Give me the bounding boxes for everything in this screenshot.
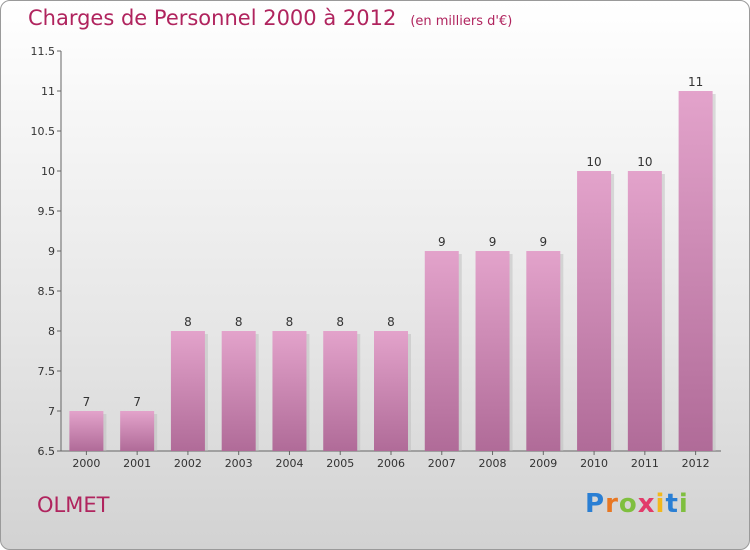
bar-value-label: 8 [387, 315, 395, 329]
bar-value-label: 7 [133, 395, 141, 409]
x-tick-label: 2001 [123, 457, 151, 470]
bar-value-label: 8 [184, 315, 192, 329]
logo-letter: r [605, 489, 619, 519]
bar-value-label: 10 [586, 155, 601, 169]
y-tick-label: 11 [41, 85, 55, 98]
bar [627, 171, 662, 451]
chart-title: Charges de Personnel 2000 à 2012 (en mill… [28, 6, 512, 30]
bar [577, 171, 612, 451]
logo-letter: P [585, 489, 606, 519]
x-tick-label: 2003 [225, 457, 253, 470]
x-tick-label: 2009 [529, 457, 557, 470]
bar-value-label: 8 [286, 315, 294, 329]
logo-letter: o [618, 489, 638, 519]
bar-value-label: 8 [336, 315, 344, 329]
y-tick-label: 8.5 [38, 285, 56, 298]
x-tick-label: 2007 [428, 457, 456, 470]
logo-letter: i [678, 489, 689, 519]
bar-value-label: 9 [539, 235, 547, 249]
bar [170, 331, 205, 451]
y-tick-label: 7.5 [38, 365, 56, 378]
proxiti-logo[interactable]: Proxiti [585, 489, 689, 519]
bar [374, 331, 408, 451]
bar [475, 251, 510, 451]
bar-value-label: 8 [235, 315, 243, 329]
bar-value-label: 9 [438, 235, 446, 249]
y-tick-label: 9.5 [38, 205, 56, 218]
bar [323, 331, 358, 451]
y-tick-label: 10.5 [31, 125, 56, 138]
title-text: Charges de Personnel 2000 à 2012 [28, 6, 397, 30]
bar-value-label: 7 [83, 395, 91, 409]
bar-value-label: 11 [688, 75, 703, 89]
y-tick-label: 8 [48, 325, 55, 338]
y-tick-label: 11.5 [31, 45, 56, 58]
bar-value-label: 10 [637, 155, 652, 169]
y-tick-label: 7 [48, 405, 55, 418]
bar [69, 411, 104, 451]
x-tick-label: 2012 [682, 457, 710, 470]
y-tick-label: 10 [41, 165, 55, 178]
x-tick-label: 2004 [275, 457, 303, 470]
bar [221, 331, 256, 451]
x-tick-label: 2011 [631, 457, 659, 470]
bar [272, 331, 307, 451]
x-tick-label: 2000 [72, 457, 100, 470]
logo-letter: x [637, 489, 656, 519]
x-tick-label: 2006 [377, 457, 405, 470]
chart-subtitle: (en milliers d'€) [410, 14, 513, 29]
logo-letter: i [655, 489, 666, 519]
y-tick-label: 6.5 [38, 445, 56, 458]
bar-value-label: 9 [489, 235, 497, 249]
bar [120, 411, 155, 451]
x-tick-label: 2010 [580, 457, 608, 470]
commune-name: OLMET [37, 493, 110, 517]
bar [526, 251, 561, 451]
x-tick-label: 2008 [479, 457, 507, 470]
bar [424, 251, 459, 451]
x-tick-label: 2002 [174, 457, 202, 470]
y-tick-label: 9 [48, 245, 55, 258]
logo-letter: t [665, 489, 679, 519]
x-tick-label: 2005 [326, 457, 354, 470]
bar [678, 91, 713, 451]
